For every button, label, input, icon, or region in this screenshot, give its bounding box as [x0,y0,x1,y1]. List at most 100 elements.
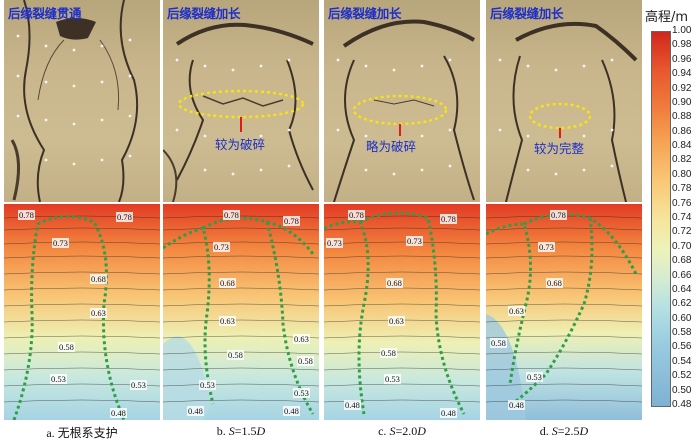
annotation-b: 较为破碎 [215,137,266,152]
annotation-c: 略为破碎 [366,139,417,154]
contour-label: 0.48 [283,406,300,416]
legend-tick-label: 0.48 [672,399,692,410]
contour-label: 0.58 [490,338,507,348]
contour-label: 0.73 [406,236,423,246]
contour-map-d-graphic [486,204,642,420]
legend-tick-label: 0.82 [672,154,692,166]
legend-tick-label: 0.88 [672,111,692,123]
contour-label: 0.78 [223,210,240,220]
panel-a: 后缘裂缝贯通 0.78 0.78 0.73 0.68 0.63 0.58 0.5… [4,0,160,420]
caption-c: c. S=2.0D [378,424,426,438]
contour-label: 0.58 [227,350,244,360]
elevation-color-scale [651,31,671,407]
contour-label: 0.48 [440,408,457,418]
contour-label: 0.78 [18,210,35,220]
contour-label: 0.58 [297,356,314,366]
contour-label: 0.68 [546,278,563,288]
contour-label: 0.63 [219,316,236,326]
caption-b: b. S=1.5D [216,424,266,438]
fracture-zone-ellipse [352,94,448,126]
contour-label: 0.78 [116,212,133,222]
contour-label: 0.53 [130,380,147,390]
contour-label: 0.78 [283,216,300,226]
contour-label: 0.63 [293,334,310,344]
fracture-zone-ellipse [528,102,592,130]
photo-d: 后缘裂缝加长 较为完整 [486,0,642,202]
caption-d: d. S=2.5D [539,424,589,438]
contour-label: 0.53 [526,372,543,382]
contour-label: 0.53 [199,380,216,390]
legend-tick-label: 0.94 [672,68,692,80]
contour-label: 0.53 [293,388,310,398]
legend-tick-label: 0.60 [672,312,692,324]
contour-label: 0.68 [219,278,236,288]
legend-tick-label: 0.86 [672,125,692,137]
contour-label: 0.53 [50,374,67,384]
panel-c: 后缘裂缝加长 略为破碎 0.78 0.78 0.73 0.73 0.68 0.6 [324,0,480,420]
legend-tick-label: 0.76 [672,197,692,209]
contour-label: 0.73 [213,242,230,252]
contour-label: 0.48 [110,408,127,418]
legend-tick-label: 0.90 [672,96,692,108]
contour-label: 0.63 [388,316,405,326]
contour-label: 0.63 [508,306,525,316]
legend-tick-label: 1.00 [672,25,692,36]
contour-map-b-graphic [163,204,319,420]
fracture-zone-ellipse [177,89,305,119]
legend-tick-label: 0.62 [672,298,692,310]
photo-c-cracks [333,19,476,202]
legend-tick-label: 0.56 [672,341,692,353]
contour-map-d: 0.78 0.73 0.68 0.63 0.58 0.53 0.48 [486,204,642,420]
photo-a-cracks [10,0,139,202]
photo-b-cracks [163,22,314,202]
contour-label: 0.68 [90,274,107,284]
contour-map-b: 0.78 0.78 0.73 0.68 0.63 0.63 0.58 0.58 … [163,204,319,420]
photo-b: 后缘裂缝加长 较为破碎 [163,0,319,202]
annotation-d: 较为完整 [534,141,585,156]
legend-tick-label: 0.50 [672,384,692,396]
legend-tick-label: 0.72 [672,226,692,238]
legend-tick-label: 0.92 [672,82,692,94]
legend-tick-label: 0.52 [672,370,692,382]
legend-tick-label: 0.84 [672,140,692,152]
contour-label: 0.68 [386,278,403,288]
contour-map-c: 0.78 0.78 0.73 0.73 0.68 0.63 0.58 0.53 … [324,204,480,420]
photo-title-c: 后缘裂缝加长 [328,6,402,21]
contour-label: 0.48 [187,406,204,416]
contour-map-a: 0.78 0.78 0.73 0.68 0.63 0.58 0.53 0.53 … [4,204,160,420]
legend-tick-label: 0.98 [672,39,692,51]
contour-label: 0.73 [538,242,555,252]
contour-label: 0.78 [440,214,457,224]
legend-tick-label: 0.58 [672,327,692,339]
legend-tick-label: 0.66 [672,269,692,281]
photo-title-a: 后缘裂缝贯通 [8,6,82,21]
legend-tick-label: 0.96 [672,53,692,65]
legend-tick-label: 0.54 [672,355,692,367]
panel-d: 后缘裂缝加长 较为完整 0.78 0.73 0.68 0.63 [486,0,642,420]
photo-title-b: 后缘裂缝加长 [167,6,241,21]
contour-label: 0.58 [380,348,397,358]
legend-tick-label: 0.70 [672,240,692,252]
panel-b: 后缘裂缝加长 较为破碎 0.78 0.78 0.73 0.68 [163,0,319,420]
contour-label: 0.48 [344,400,361,410]
legend-tick-label: 0.78 [672,183,692,195]
legend-tick-label: 0.74 [672,212,692,223]
contour-label: 0.58 [58,342,75,352]
photo-c: 后缘裂缝加长 略为破碎 [324,0,480,202]
legend-title: 高程/m [645,10,689,25]
caption-a: a. 无根系支护 [46,426,118,440]
legend-tick-label: 0.68 [672,255,692,267]
contour-label: 0.53 [384,374,401,384]
contour-label: 0.73 [52,238,69,248]
legend-tick-label: 0.80 [672,168,692,180]
photo-a: 后缘裂缝贯通 [4,0,160,202]
contour-label: 0.63 [90,308,107,318]
contour-label: 0.48 [508,400,525,410]
contour-label: 0.78 [550,210,567,220]
contour-map-a-graphic [4,204,160,420]
contour-map-c-graphic [324,204,480,420]
contour-label: 0.73 [326,238,343,248]
legend-tick-label: 0.64 [672,283,692,295]
photo-title-d: 后缘裂缝加长 [490,6,564,21]
photo-d-cracks [498,21,638,202]
